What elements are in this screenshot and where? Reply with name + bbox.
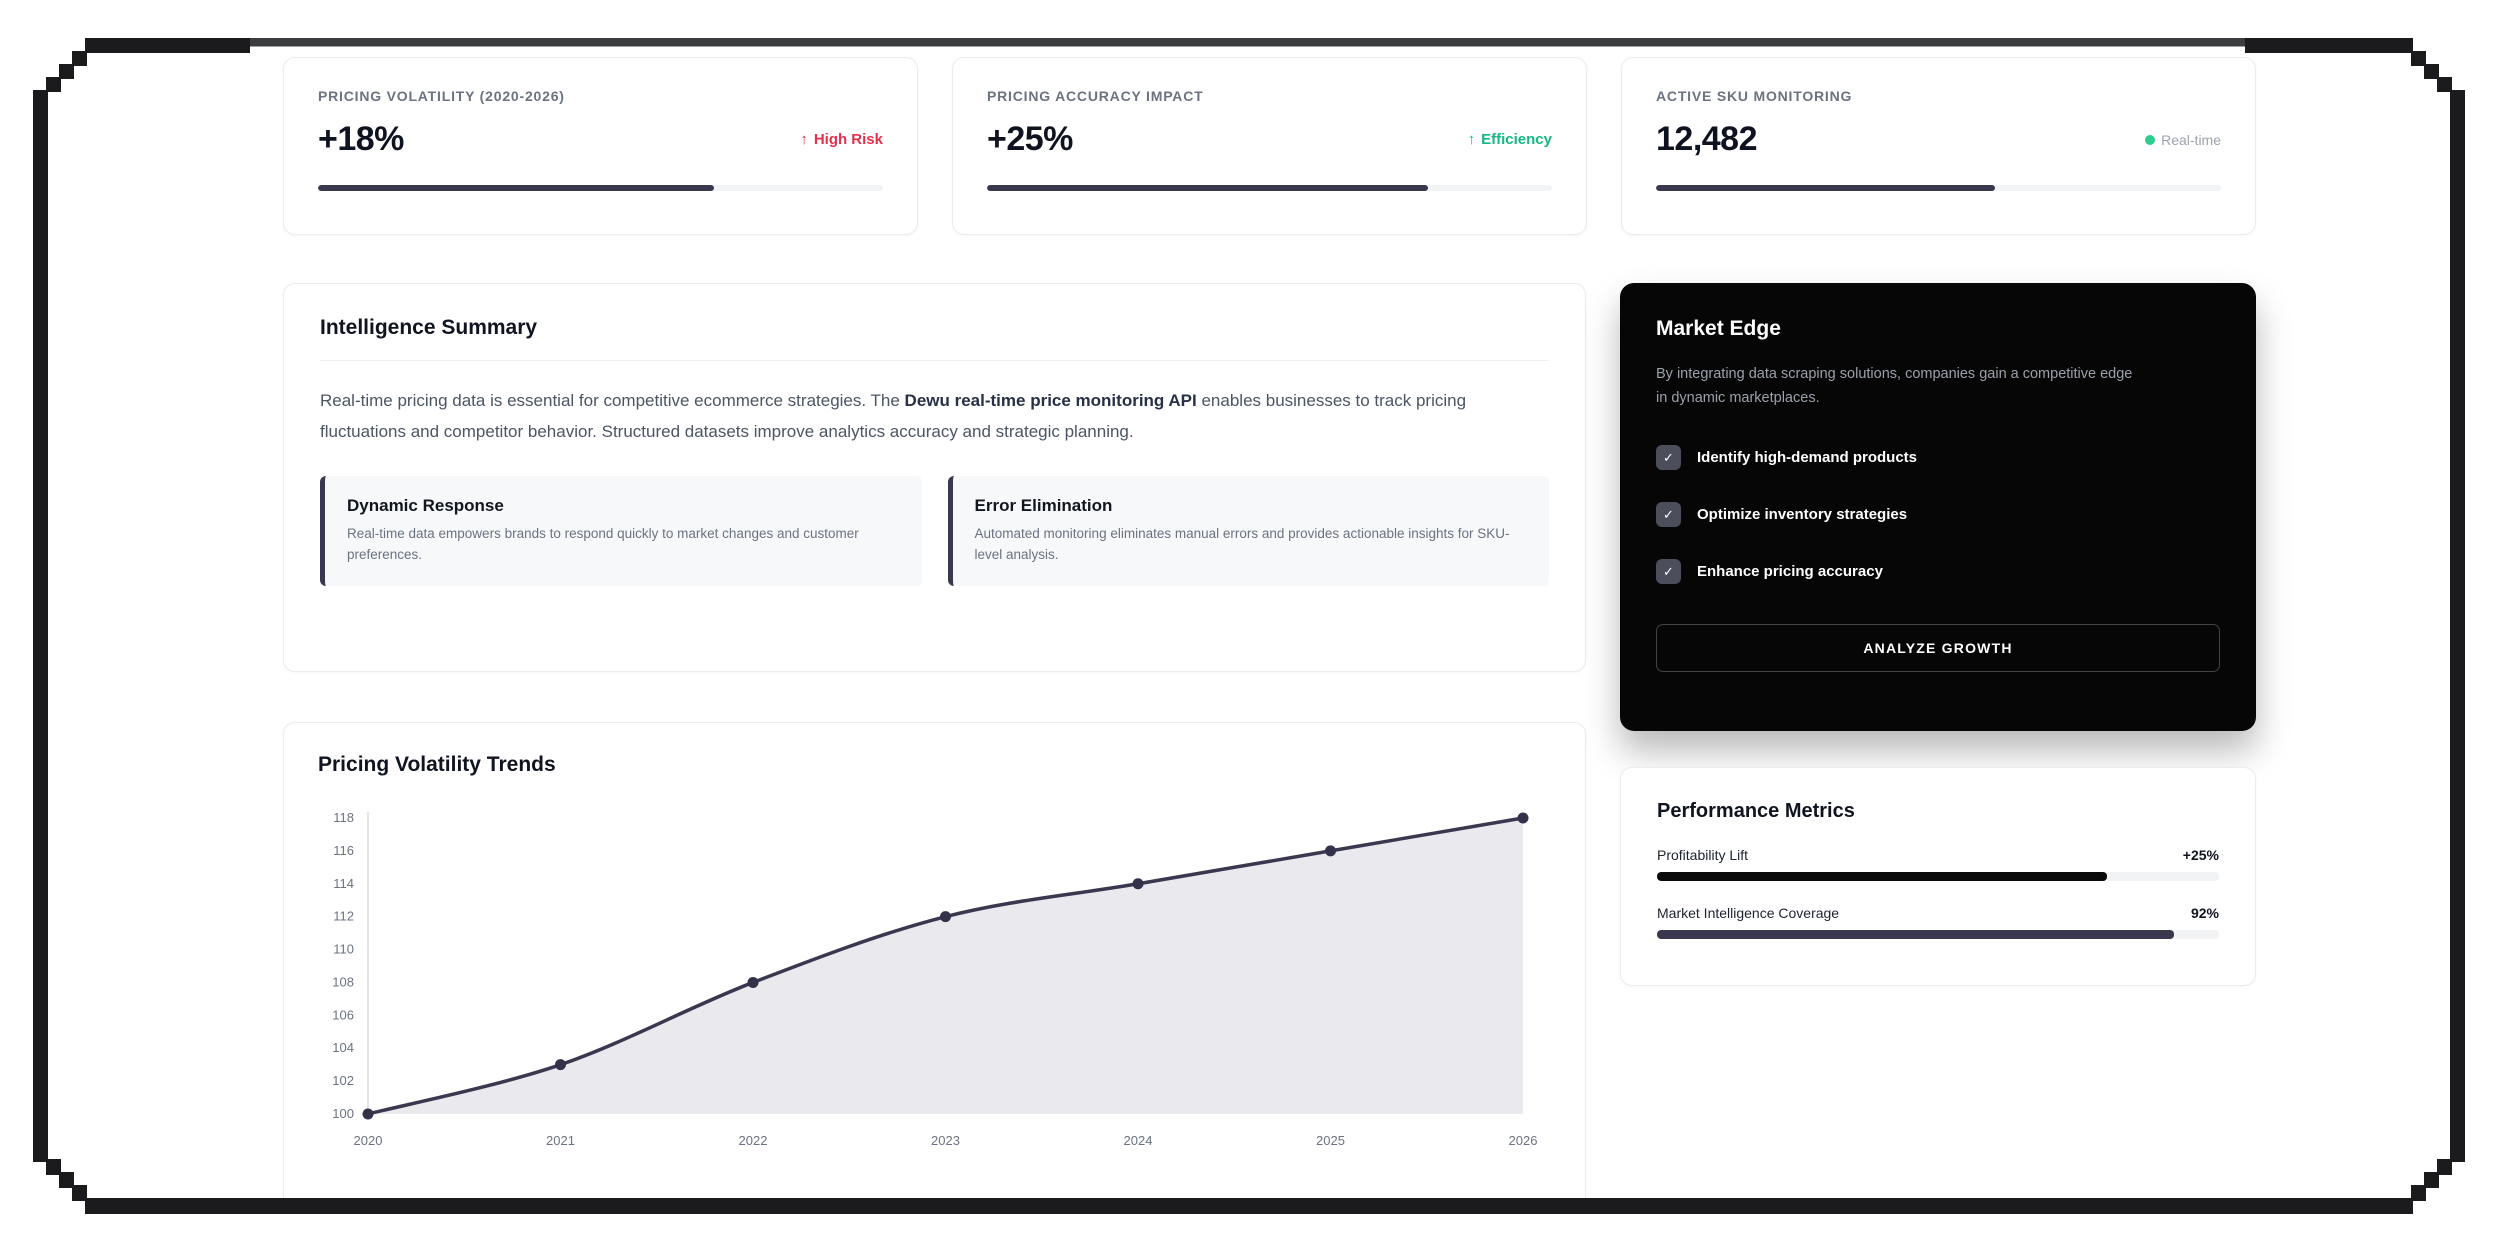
feature-title: Dynamic Response (347, 495, 504, 515)
left-column: Intelligence Summary Real-time pricing d… (283, 283, 1586, 1212)
checklist-item-label: Identify high-demand products (1697, 448, 1917, 466)
progress-fill (318, 185, 714, 191)
metric-track (1657, 930, 2219, 939)
data-point-2024 (1132, 878, 1144, 890)
frame-top-accent-bar (250, 38, 2245, 47)
checklist-item-label: Enhance pricing accuracy (1697, 562, 1883, 580)
y-tick-label: 114 (333, 876, 354, 891)
progress-fill (1656, 185, 1995, 191)
feature-dynamic-response: Dynamic Response Real-time data empowers… (320, 475, 922, 586)
metric-fill (1657, 872, 2107, 881)
trend-line-chart: 100 102 104 106 108 110 112 114 116 118 2020 2021 20… (332, 810, 1538, 1148)
data-point-2020 (362, 1108, 374, 1120)
metric-label: Profitability Lift (1657, 847, 1749, 863)
y-tick-label: 108 (332, 974, 354, 989)
market-edge-card: Market Edge By integrating data scraping… (1620, 283, 2256, 731)
data-point-2021 (555, 1059, 566, 1071)
x-tick-label: 2022 (739, 1133, 768, 1148)
y-tick-label: 116 (333, 843, 354, 858)
metric-profitability-lift: Profitability Lift +25% (1657, 847, 2219, 881)
stat-card-pricing-accuracy: PRICING ACCURACY IMPACT +25% ↑ Efficienc… (952, 57, 1587, 235)
stat-value: 12,482 (1656, 120, 1758, 158)
stats-row: PRICING VOLATILITY (2020-2026) +18% ↑ Hi… (283, 57, 2256, 235)
y-tick-label: 110 (333, 942, 354, 957)
x-tick-label: 2026 (1509, 1133, 1538, 1148)
arrow-up-icon: ↑ (1467, 131, 1476, 148)
real-time-badge: Real-time (2145, 132, 2221, 148)
intelligence-summary-title: Intelligence Summary (320, 316, 538, 339)
stat-label: PRICING VOLATILITY (2020-2026) (318, 88, 565, 104)
feature-title: Error Elimination (974, 495, 1113, 515)
pricing-volatility-trends-card: Pricing Volatility Trends 100 102 104 106 10… (283, 722, 1586, 1212)
performance-metrics-title: Performance Metrics (1657, 800, 1855, 822)
checklist-item-high-demand[interactable]: ✓ Identify high-demand products (1656, 444, 2220, 470)
y-tick-label: 104 (332, 1040, 354, 1055)
market-edge-description: By integrating data scraping solutions, … (1656, 366, 2133, 406)
stat-value: +25% (987, 120, 1073, 158)
y-tick-label: 102 (332, 1073, 354, 1088)
checklist-item-label: Optimize inventory strategies (1697, 505, 1908, 523)
summary-paragraph: Real-time pricing data is essential for … (320, 385, 1500, 448)
x-tick-label: 2021 (546, 1133, 575, 1148)
feature-error-elimination: Error Elimination Automated monitoring e… (947, 475, 1549, 586)
high-risk-badge: ↑ High Risk (800, 131, 883, 148)
main-grid: Intelligence Summary Real-time pricing d… (283, 283, 2256, 1212)
badge-label: High Risk (813, 131, 883, 148)
data-point-2023 (940, 911, 951, 923)
progress-track (318, 185, 883, 191)
data-point-2022 (747, 976, 759, 988)
arrow-up-icon: ↑ (800, 131, 808, 148)
y-tick-label: 112 (333, 909, 354, 924)
metric-track (1657, 872, 2219, 881)
metric-fill (1657, 930, 2175, 939)
checkbox-checked-icon[interactable]: ✓ (1656, 558, 1681, 584)
y-tick-label: 106 (332, 1007, 354, 1022)
progress-fill (987, 185, 1428, 191)
dashboard-content: PRICING VOLATILITY (2020-2026) +18% ↑ Hi… (283, 57, 2256, 1212)
data-point-2025 (1325, 845, 1336, 857)
summary-text-prefix: Real-time pricing data is essential for … (320, 391, 905, 410)
status-dot-icon (2145, 134, 2156, 145)
checklist-item-inventory[interactable]: ✓ Optimize inventory strategies (1656, 501, 2220, 527)
x-tick-label: 2024 (1124, 1133, 1153, 1148)
frame-top-cut (250, 46, 2245, 54)
right-column: Market Edge By integrating data scraping… (1620, 283, 2256, 986)
performance-metrics-card: Performance Metrics Profitability Lift +… (1620, 767, 2256, 986)
badge-label: Efficiency (1481, 131, 1552, 148)
stat-card-sku-monitoring: ACTIVE SKU MONITORING 12,482 Real-time (1621, 57, 2256, 235)
checkbox-checked-icon[interactable]: ✓ (1656, 444, 1681, 470)
stat-label: PRICING ACCURACY IMPACT (987, 88, 1204, 104)
progress-track (987, 185, 1552, 191)
market-edge-title: Market Edge (1656, 317, 1781, 340)
metric-label: Market Intelligence Coverage (1657, 905, 1840, 921)
stat-card-pricing-volatility: PRICING VOLATILITY (2020-2026) +18% ↑ Hi… (283, 57, 918, 235)
x-tick-label: 2025 (1316, 1133, 1345, 1148)
stat-label: ACTIVE SKU MONITORING (1656, 88, 1853, 104)
efficiency-badge: ↑ Efficiency (1468, 131, 1552, 148)
intelligence-summary-card: Intelligence Summary Real-time pricing d… (283, 283, 1586, 672)
metric-value: +25% (2182, 847, 2219, 863)
chart-title: Pricing Volatility Trends (318, 753, 556, 776)
summary-text-bold: Dewu real-time price monitoring API (904, 391, 1197, 410)
badge-label: Real-time (2161, 131, 2221, 148)
y-tick-label: 118 (333, 810, 354, 825)
x-tick-label: 2023 (931, 1133, 960, 1148)
progress-track (1656, 185, 2221, 191)
metric-market-intelligence-coverage: Market Intelligence Coverage 92% (1657, 905, 2219, 939)
divider (320, 360, 1549, 361)
checklist-item-pricing-accuracy[interactable]: ✓ Enhance pricing accuracy (1656, 558, 2220, 584)
y-tick-label: 100 (332, 1106, 354, 1121)
metric-value: 92% (2190, 905, 2219, 921)
stat-value: +18% (318, 120, 404, 158)
market-edge-checklist: ✓ Identify high-demand products ✓ Optimi… (1656, 444, 2220, 584)
feature-text: Real-time data empowers brands to respon… (347, 525, 859, 562)
x-tick-label: 2020 (354, 1133, 383, 1148)
data-point-2026 (1517, 812, 1529, 824)
checkbox-checked-icon[interactable]: ✓ (1656, 501, 1681, 527)
feature-boxes: Dynamic Response Real-time data empowers… (320, 475, 1549, 586)
analyze-growth-button[interactable]: ANALYZE GROWTH (1656, 623, 2220, 672)
feature-text: Automated monitoring eliminates manual e… (974, 525, 1510, 562)
